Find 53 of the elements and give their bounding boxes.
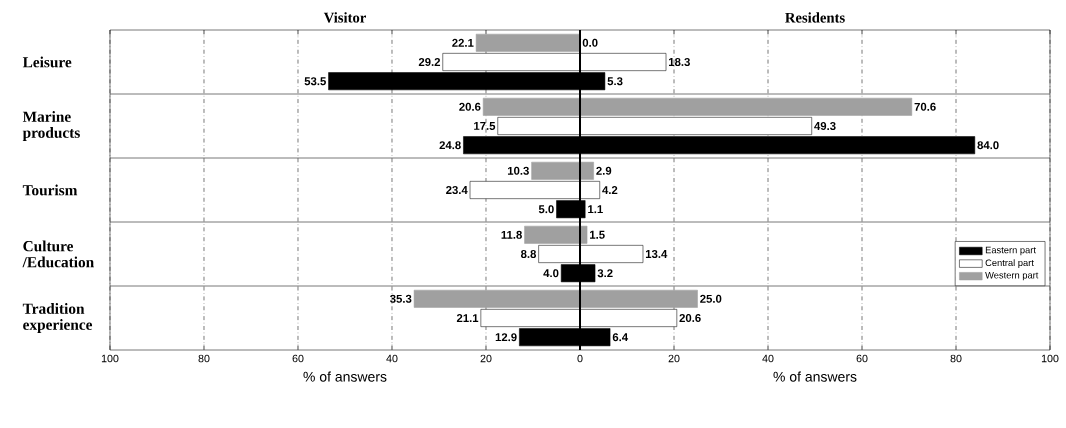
x-tick-label: 60 [856, 354, 868, 363]
legend-label: Eastern part [985, 246, 1036, 256]
data-label: 20.6 [459, 102, 481, 111]
x-tick-label: 60 [292, 354, 304, 363]
x-axis-title: % of answers [773, 371, 857, 382]
y-tick-label: Tradition experience [22, 303, 93, 333]
data-label: 84.0 [977, 141, 999, 150]
data-label: 5.0 [538, 205, 554, 214]
data-label: 10.3 [507, 166, 529, 175]
x-tick-label: 0 [577, 354, 583, 363]
data-label: 17.5 [474, 122, 496, 130]
x-tick-label: 80 [950, 354, 962, 363]
x-tick-label: 20 [480, 354, 492, 363]
data-label: 25.0 [700, 294, 722, 303]
data-label: 4.0 [543, 269, 559, 278]
data-label: 6.4 [612, 333, 629, 342]
legend-label: Western part [985, 271, 1039, 281]
data-label: 3.2 [597, 269, 613, 278]
data-label: 70.6 [914, 102, 936, 111]
data-label: 8.8 [520, 250, 537, 259]
y-tick-label: Tourism [22, 184, 78, 196]
y-tick-label: Marine products [22, 111, 80, 141]
x-tick-label: 40 [386, 354, 398, 363]
data-label: 29.2 [418, 58, 441, 67]
data-label: 0.0 [582, 38, 598, 47]
data-label: 5.3 [607, 77, 623, 86]
chart-title: Residents [785, 12, 845, 23]
data-label: 20.6 [679, 314, 701, 323]
y-tick-label: Leisure [22, 56, 72, 68]
legend-label: Central part [985, 259, 1034, 268]
data-label: 35.3 [390, 294, 412, 303]
x-tick-label: 20 [668, 354, 680, 363]
data-label: 1.5 [590, 230, 605, 239]
x-tick-label: 40 [762, 354, 774, 363]
data-label: 12.9 [495, 333, 517, 342]
x-tick-label: 100 [101, 354, 119, 363]
data-label: 24.8 [439, 141, 461, 150]
x-axis-title: % of answers [303, 371, 387, 382]
data-label: 1.1 [588, 205, 603, 214]
data-label: 2.9 [596, 166, 612, 175]
data-label: 11.8 [501, 230, 522, 239]
data-label: 18.3 [669, 57, 690, 67]
data-label: 53.5 [304, 77, 326, 86]
x-tick-label: 100 [1041, 354, 1059, 363]
data-label: 13.4 [645, 249, 668, 259]
data-label: 22.1 [452, 38, 474, 47]
y-tick-label: Culture /Education [22, 240, 94, 268]
data-label: 23.4 [446, 185, 468, 195]
chart-title: Visitor [323, 12, 366, 23]
x-tick-label: 80 [198, 354, 210, 363]
data-label: 49.3 [814, 121, 836, 131]
data-label: 21.1 [456, 314, 479, 322]
data-label: 4.2 [602, 186, 618, 194]
